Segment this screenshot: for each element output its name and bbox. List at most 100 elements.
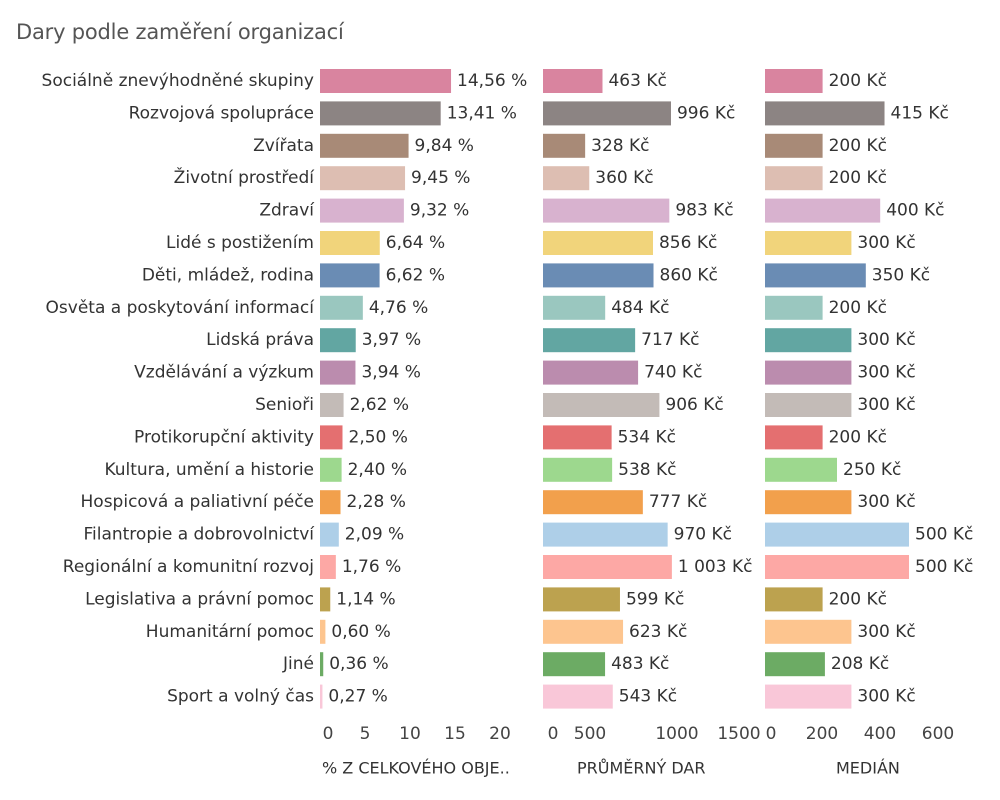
data-label: 2,50 % (349, 427, 408, 447)
data-label: 300 Kč (857, 330, 915, 350)
category-label: Sociálně znevýhodněné skupiny (42, 71, 314, 91)
data-label: 856 Kč (659, 233, 717, 253)
data-label: 543 Kč (619, 687, 677, 707)
data-label: 970 Kč (674, 525, 732, 545)
bar (543, 263, 654, 288)
data-label: 300 Kč (857, 492, 915, 512)
bar (320, 166, 406, 191)
data-label: 9,84 % (415, 136, 474, 156)
bar (543, 587, 620, 612)
data-label: 740 Kč (644, 363, 702, 383)
category-label: Protikorupční aktivity (134, 427, 314, 447)
axis-tick-label: 200 (806, 724, 838, 744)
bar (543, 133, 586, 158)
axis-title: MEDIÁN (836, 759, 900, 778)
data-label: 860 Kč (660, 265, 718, 285)
axis-tick-label: 0 (766, 724, 777, 744)
bar (543, 522, 668, 547)
bar (320, 587, 331, 612)
bar (320, 393, 344, 417)
bar (320, 295, 363, 320)
data-label: 9,45 % (411, 168, 470, 188)
data-label: 328 Kč (591, 136, 649, 156)
data-label: 300 Kč (857, 363, 915, 383)
data-label: 534 Kč (618, 427, 676, 447)
axis-tick-label: 400 (864, 724, 896, 744)
bar (543, 393, 660, 417)
bar (543, 360, 639, 385)
bar (765, 457, 837, 482)
bar (543, 684, 613, 709)
data-label: 538 Kč (618, 460, 676, 480)
bar (765, 555, 909, 579)
data-label: 717 Kč (641, 330, 699, 350)
bar (765, 360, 852, 385)
category-label: Legislativa a právní pomoc (85, 589, 314, 609)
data-label: 200 Kč (829, 136, 887, 156)
category-label: Sport a volný čas (167, 687, 314, 707)
bar (765, 684, 852, 709)
data-label: 200 Kč (829, 589, 887, 609)
data-label: 2,09 % (345, 525, 404, 545)
bar (765, 69, 823, 93)
axis-tick-label: 5 (360, 724, 371, 744)
data-label: 0,36 % (329, 654, 388, 674)
data-label: 3,97 % (362, 330, 421, 350)
bar (543, 166, 590, 191)
bar (765, 522, 909, 547)
bar (765, 231, 852, 255)
data-label: 9,32 % (410, 201, 469, 221)
bar (320, 555, 336, 579)
data-label: 2,40 % (348, 460, 407, 480)
bar (543, 490, 643, 515)
bar (765, 263, 866, 288)
category-label: Kultura, umění a historie (104, 460, 314, 480)
bar (320, 263, 380, 288)
bar (765, 328, 852, 353)
axis-tick-label: 500 (574, 724, 606, 744)
data-label: 3,94 % (361, 363, 420, 383)
category-label: Děti, mládež, rodina (142, 265, 314, 285)
bar (320, 198, 404, 223)
bar (765, 587, 823, 612)
axis-tick-label: 10 (399, 724, 421, 744)
bar (320, 684, 323, 709)
bar (320, 490, 341, 515)
bar (765, 619, 852, 644)
bar (320, 133, 409, 158)
bar (765, 295, 823, 320)
bar (320, 69, 452, 93)
category-label: Humanitární pomoc (146, 622, 314, 642)
chart-title: Dary podle zaměření organizací (16, 20, 344, 44)
data-label: 200 Kč (829, 71, 887, 91)
bar (543, 555, 672, 579)
data-label: 208 Kč (831, 654, 889, 674)
data-label: 350 Kč (872, 265, 930, 285)
bar (765, 490, 852, 515)
data-label: 1 003 Kč (678, 557, 753, 577)
data-label: 1,14 % (336, 589, 395, 609)
data-label: 500 Kč (915, 557, 973, 577)
bar (765, 101, 885, 126)
category-label: Osvěta a poskytování informací (46, 298, 316, 318)
data-label: 623 Kč (629, 622, 687, 642)
data-label: 6,64 % (386, 233, 445, 253)
axis-tick-label: 600 (922, 724, 954, 744)
category-label: Vzdělávání a výzkum (134, 363, 314, 383)
data-label: 13,41 % (447, 103, 517, 123)
bar (543, 457, 613, 482)
bar (765, 393, 852, 417)
axis-tick-label: 1000 (655, 724, 698, 744)
axis-tick-label: 1500 (717, 724, 760, 744)
data-label: 4,76 % (369, 298, 428, 318)
bar (765, 166, 823, 191)
bar (543, 619, 624, 644)
category-label: Filantropie a dobrovolnictví (83, 525, 315, 545)
data-label: 300 Kč (857, 687, 915, 707)
data-label: 415 Kč (891, 103, 949, 123)
data-label: 360 Kč (595, 168, 653, 188)
category-label: Zdraví (259, 201, 315, 221)
bar (320, 522, 339, 547)
data-label: 483 Kč (611, 654, 669, 674)
category-label: Životní prostředí (174, 166, 316, 188)
